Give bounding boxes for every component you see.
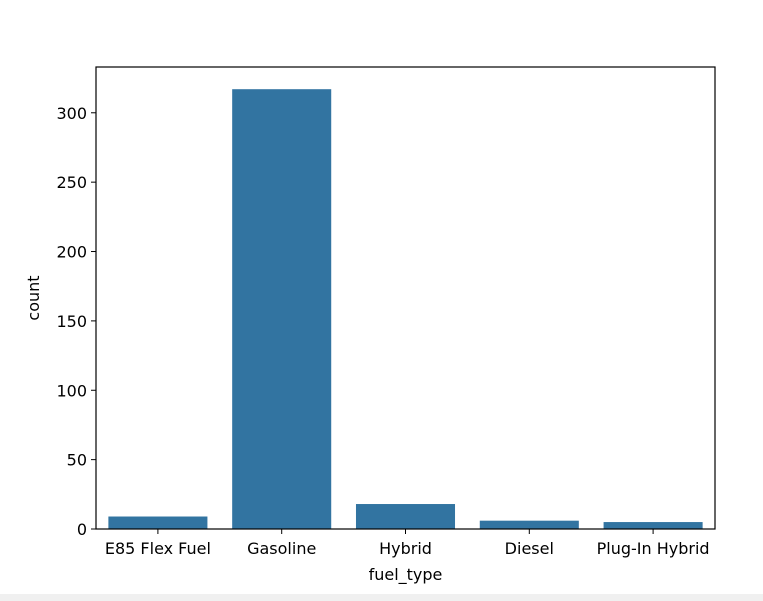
y-tick-label: 150 bbox=[56, 312, 87, 331]
x-tick-label: Plug-In Hybrid bbox=[597, 539, 710, 558]
x-tick-label: Diesel bbox=[505, 539, 554, 558]
y-tick-label: 250 bbox=[56, 173, 87, 192]
y-axis-label: count bbox=[24, 275, 43, 320]
x-axis: E85 Flex Fuel Gasoline Hybrid Diesel Plug-In… bbox=[105, 529, 710, 558]
y-tick-label: 100 bbox=[56, 381, 87, 400]
bars-group bbox=[108, 89, 703, 530]
y-axis: 0 50 100 150 200 250 300 bbox=[56, 104, 96, 539]
x-tick-label: E85 Flex Fuel bbox=[105, 539, 211, 558]
x-axis-label: fuel_type bbox=[369, 565, 443, 585]
bar-gasoline bbox=[232, 89, 332, 530]
y-tick-label: 300 bbox=[56, 104, 87, 123]
y-tick-label: 200 bbox=[56, 243, 87, 262]
x-tick-label: Gasoline bbox=[247, 539, 316, 558]
bar-plug-in-hybrid bbox=[603, 522, 703, 529]
x-tick-label: Hybrid bbox=[379, 539, 432, 558]
bar-hybrid bbox=[355, 504, 456, 529]
y-tick-label: 0 bbox=[77, 520, 87, 539]
plot-frame bbox=[95, 66, 716, 530]
bar-diesel bbox=[479, 520, 579, 529]
y-tick-label: 50 bbox=[67, 451, 87, 470]
bar-e85-flex-fuel bbox=[108, 516, 208, 529]
